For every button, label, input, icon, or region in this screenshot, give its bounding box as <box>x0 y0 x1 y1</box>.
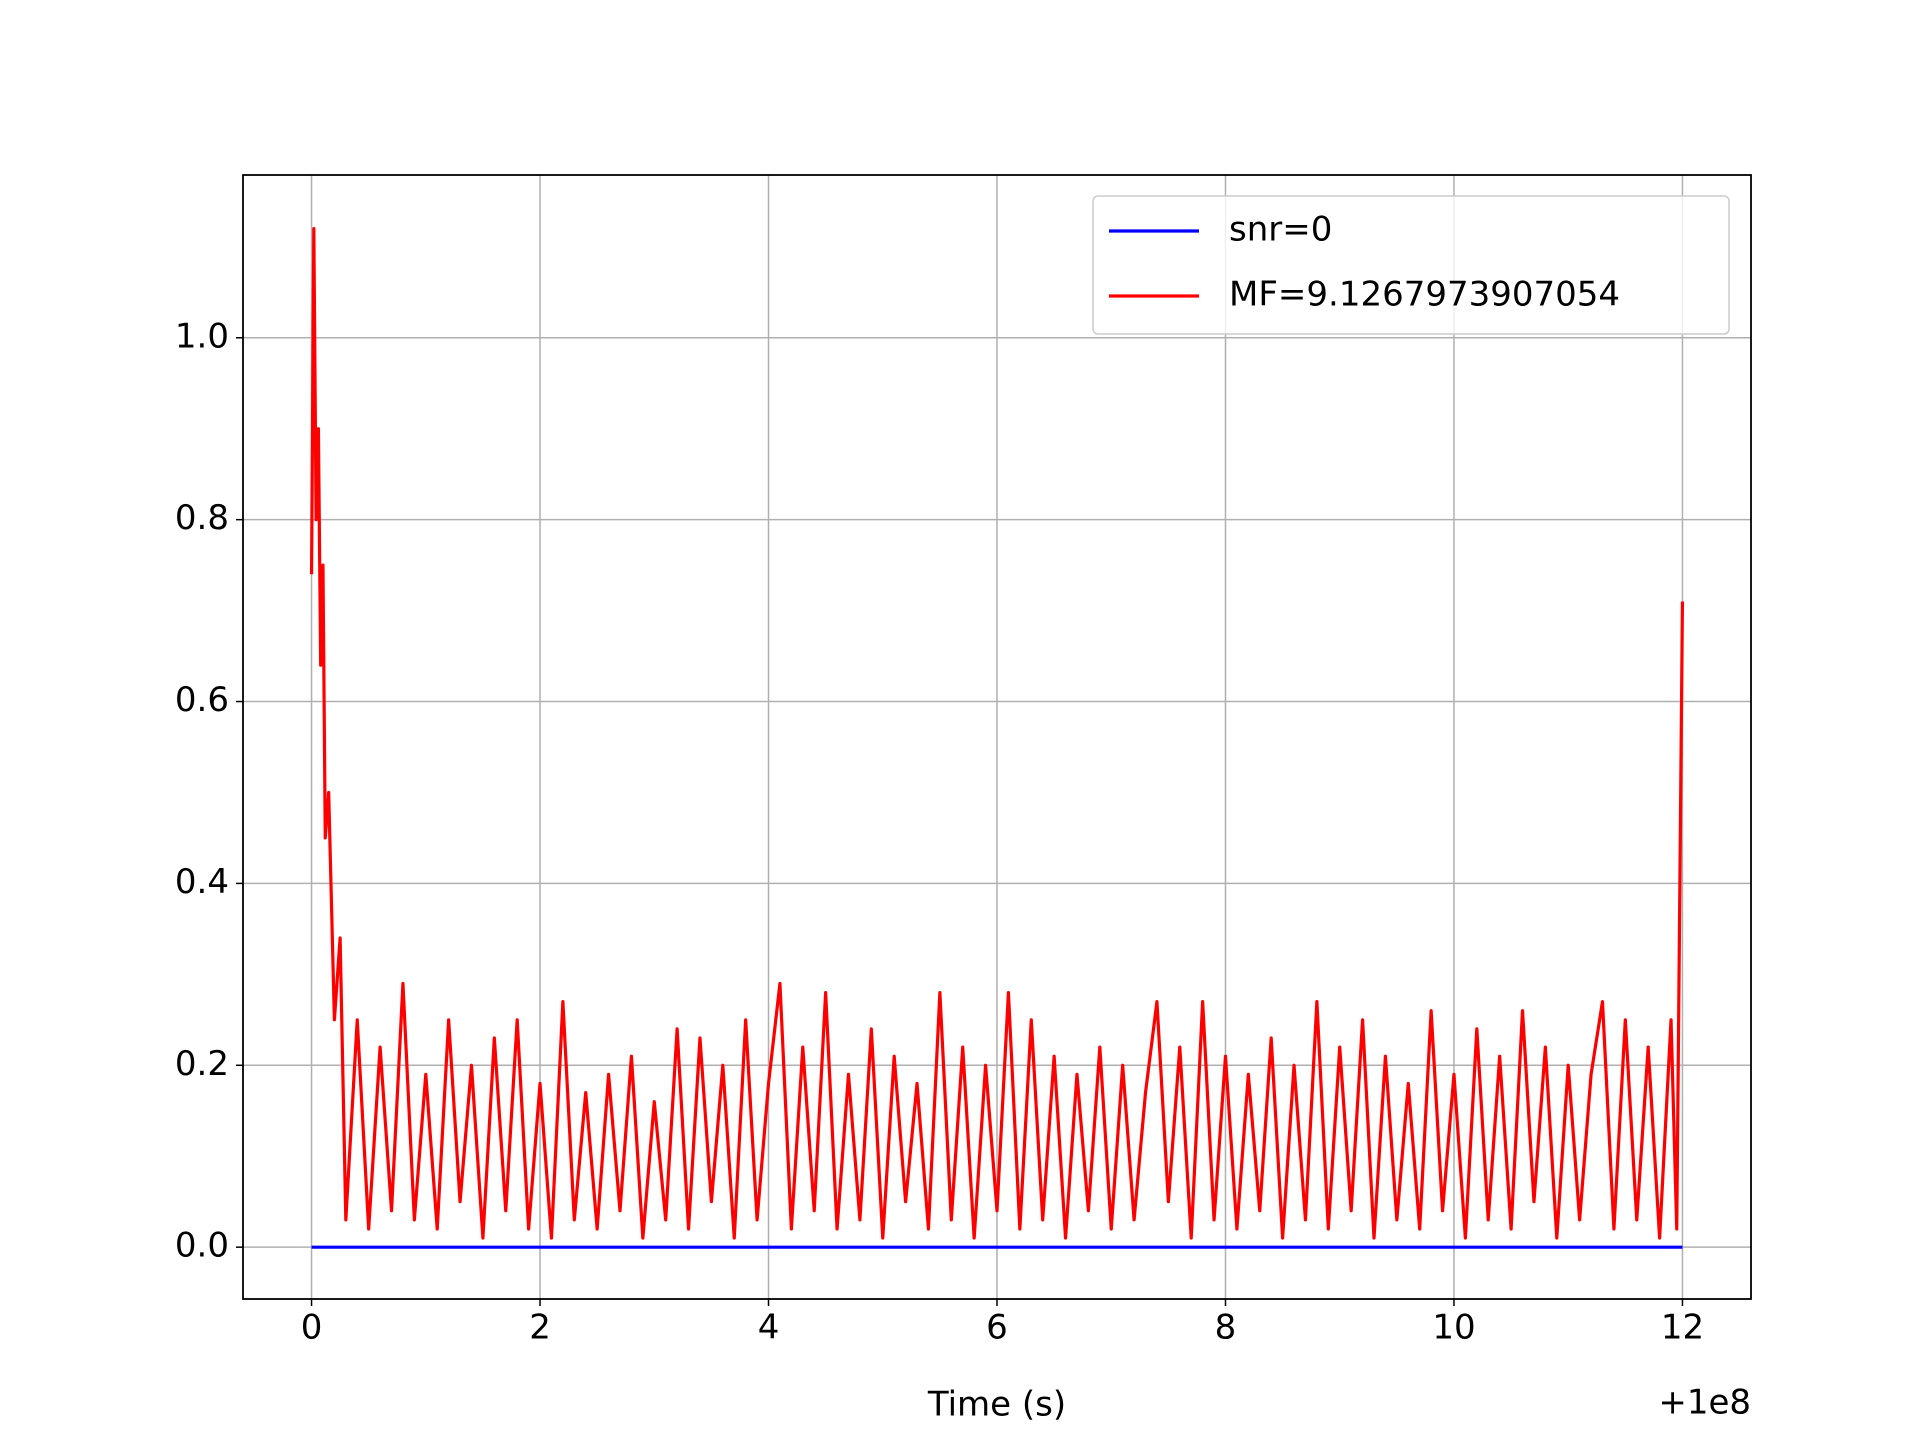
y-tick-label: 0.4 <box>175 862 229 902</box>
legend: snr=0 MF=9.1267973907054 <box>1092 195 1730 335</box>
x-axis-label: Time (s) <box>927 1385 1066 1425</box>
legend-label: snr=0 <box>1229 210 1332 250</box>
x-tick-label: 6 <box>986 1308 1008 1348</box>
data-line <box>309 227 1685 1240</box>
x-offset-label: +1e8 <box>1658 1383 1751 1423</box>
ticks: 0 2 4 6 8 10 12 0.0 0.2 0.4 0.6 0.8 1.0 <box>175 316 1704 1347</box>
y-tick-label: 1.0 <box>175 316 229 356</box>
x-tick-label: 4 <box>758 1308 780 1348</box>
y-tick-label: 0.6 <box>175 680 229 720</box>
x-tick-label: 2 <box>529 1308 551 1348</box>
x-tick-label: 0 <box>301 1308 323 1348</box>
y-tick-label: 0.8 <box>175 498 229 538</box>
plot-area <box>309 227 1685 1249</box>
x-tick-label: 10 <box>1432 1308 1475 1348</box>
x-tick-label: 8 <box>1215 1308 1237 1348</box>
legend-box <box>1092 195 1730 335</box>
x-tick-label: 12 <box>1661 1308 1704 1348</box>
y-tick-label: 0.2 <box>175 1044 229 1084</box>
y-tick-label: 0.0 <box>175 1226 229 1266</box>
grid <box>243 175 1751 1299</box>
legend-label: MF=9.1267973907054 <box>1229 275 1620 315</box>
